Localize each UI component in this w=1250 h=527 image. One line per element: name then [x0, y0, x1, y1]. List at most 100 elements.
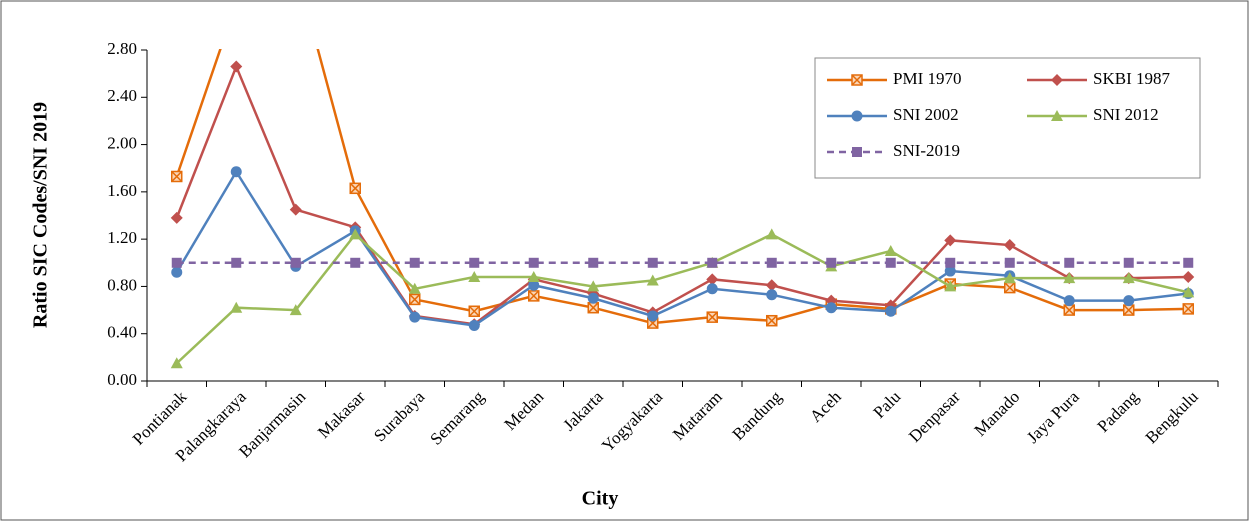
marker [289, 203, 302, 216]
marker [528, 290, 540, 302]
marker [825, 302, 837, 314]
marker-cross [1004, 282, 1016, 294]
marker [851, 74, 863, 86]
marker-cross [851, 74, 863, 86]
marker-cross [171, 170, 183, 183]
marker [944, 265, 956, 277]
marker [230, 301, 243, 313]
marker [587, 280, 600, 292]
marker [290, 257, 301, 268]
marker [1003, 272, 1016, 284]
marker [765, 228, 778, 240]
marker [885, 305, 897, 317]
series-line [175, 169, 1189, 327]
marker-cross [706, 311, 718, 323]
y-tick-label: 2.00 [107, 133, 137, 152]
marker [1182, 286, 1195, 298]
y-tick-label: 0.80 [107, 275, 137, 294]
marker [1182, 270, 1195, 283]
marker [646, 274, 659, 286]
marker [1122, 272, 1135, 284]
marker [587, 301, 599, 314]
legend-label: SNI 2012 [1093, 105, 1159, 124]
series-line [175, 49, 1189, 325]
marker [1051, 110, 1063, 121]
marker [851, 110, 863, 122]
marker-cross [1063, 304, 1075, 316]
marker [588, 257, 599, 268]
marker-cross [1123, 304, 1135, 316]
marker [1004, 257, 1015, 268]
marker [647, 257, 658, 268]
marker [409, 257, 420, 268]
marker-cross [587, 302, 599, 314]
marker [468, 319, 480, 331]
marker [944, 280, 957, 292]
plot-area [170, 49, 1195, 369]
marker [706, 311, 718, 323]
marker [230, 60, 243, 73]
marker [468, 305, 480, 318]
series-line [175, 232, 1189, 365]
marker [171, 170, 183, 183]
marker [171, 257, 182, 268]
marker [1063, 304, 1075, 316]
marker [230, 166, 242, 178]
marker [528, 257, 539, 268]
marker [349, 228, 362, 240]
marker [885, 257, 896, 268]
marker [350, 257, 361, 268]
marker [1063, 272, 1076, 284]
marker [766, 257, 777, 268]
y-axis-title: Ratio SIC Codes/SNI 2019 [30, 102, 52, 328]
marker [289, 304, 302, 316]
marker [647, 310, 659, 322]
y-tick-label: 1.60 [107, 181, 137, 200]
legend-label: SNI-2019 [893, 141, 960, 160]
legend-box [814, 57, 1201, 179]
marker [1123, 257, 1134, 268]
legend-label: SKBI 1987 [1093, 69, 1170, 88]
marker [884, 244, 897, 256]
marker [766, 314, 778, 327]
marker [765, 279, 778, 292]
marker [527, 270, 540, 282]
marker-cross [468, 305, 480, 317]
marker [1004, 281, 1016, 294]
legend-label: SNI 2002 [893, 105, 959, 124]
marker-cross [409, 293, 421, 305]
marker-cross [349, 182, 361, 194]
marker [468, 270, 481, 282]
marker-cross [528, 290, 540, 302]
marker [1063, 295, 1075, 307]
marker [170, 211, 183, 224]
marker [171, 266, 183, 278]
marker [1123, 304, 1135, 316]
y-tick-label: 2.40 [107, 86, 137, 105]
marker [349, 182, 361, 195]
marker [766, 289, 778, 301]
marker [826, 257, 837, 268]
marker [528, 279, 540, 291]
marker [408, 282, 421, 294]
marker [587, 292, 599, 304]
marker [409, 311, 421, 323]
x-axis-title: City [582, 488, 619, 510]
marker [1182, 303, 1194, 315]
marker [707, 257, 718, 268]
marker-cross [1182, 303, 1194, 315]
marker [706, 273, 719, 286]
y-tick-label: 0.00 [107, 370, 137, 389]
y-tick-label: 2.80 [107, 39, 137, 58]
legend-label: PMI 1970 [893, 69, 961, 88]
marker [231, 257, 242, 268]
marker [1183, 257, 1194, 268]
marker [945, 257, 956, 268]
marker [944, 234, 957, 247]
marker [706, 283, 718, 295]
marker [170, 357, 183, 369]
marker [1051, 74, 1063, 86]
marker [1003, 239, 1016, 252]
marker [409, 293, 421, 306]
